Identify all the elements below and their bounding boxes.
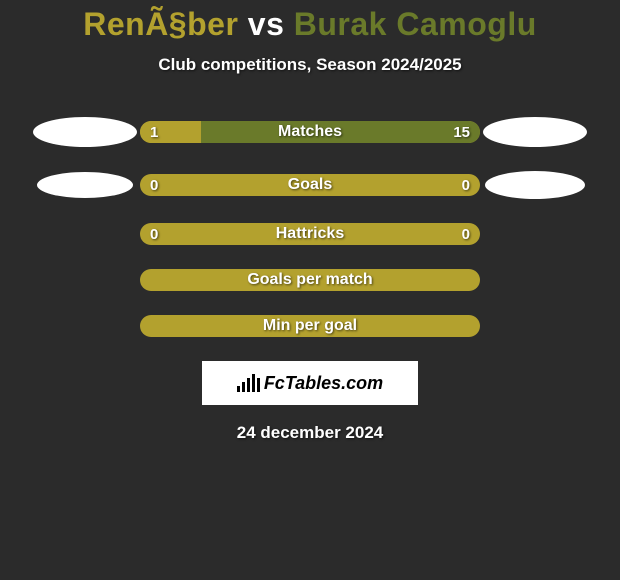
- stat-bar: Matches1 15: [140, 121, 480, 143]
- stat-row: Min per goal: [0, 315, 620, 337]
- subtitle: Club competitions, Season 2024/2025: [0, 55, 620, 75]
- stat-label: Min per goal: [140, 315, 480, 337]
- stat-value-right: 0: [462, 223, 470, 245]
- stat-row: Hattricks0 0: [0, 223, 620, 245]
- stat-row: Goals0 0: [0, 171, 620, 199]
- brand-text: FcTables.com: [264, 373, 383, 394]
- page-title: RenÃ§ber vs Burak Camoglu: [0, 0, 620, 43]
- team-logo-left-icon: [37, 172, 133, 198]
- team-logo-right-slot: [480, 171, 590, 199]
- date-text: 24 december 2024: [0, 423, 620, 443]
- brand-bars-icon: [237, 374, 260, 392]
- player2-name: Burak Camoglu: [294, 6, 537, 42]
- team-logo-right-slot: [480, 117, 590, 147]
- stat-label: Goals per match: [140, 269, 480, 291]
- stat-value-left: 0: [150, 223, 158, 245]
- stat-bar: Hattricks0 0: [140, 223, 480, 245]
- stat-value-right: 15: [453, 121, 470, 143]
- stat-value-left: 0: [150, 174, 158, 196]
- stat-bar: Goals0 0: [140, 174, 480, 196]
- stat-label: Matches: [140, 121, 480, 143]
- stat-bar: Goals per match: [140, 269, 480, 291]
- team-logo-left-icon: [33, 117, 137, 147]
- stat-bar: Min per goal: [140, 315, 480, 337]
- player1-name: RenÃ§ber: [83, 6, 238, 42]
- team-logo-right-icon: [485, 171, 585, 199]
- team-logo-left-slot: [30, 117, 140, 147]
- stat-value-left: 1: [150, 121, 158, 143]
- team-logo-right-icon: [483, 117, 587, 147]
- stat-value-right: 0: [462, 174, 470, 196]
- stat-row: Matches1 15: [0, 117, 620, 147]
- stat-label: Goals: [140, 174, 480, 196]
- comparison-chart: Matches115Goals00Hattricks00Goals per ma…: [0, 117, 620, 337]
- brand-badge[interactable]: FcTables.com: [202, 361, 418, 405]
- team-logo-left-slot: [30, 172, 140, 198]
- stat-label: Hattricks: [140, 223, 480, 245]
- vs-text: vs: [248, 6, 285, 42]
- stat-row: Goals per match: [0, 269, 620, 291]
